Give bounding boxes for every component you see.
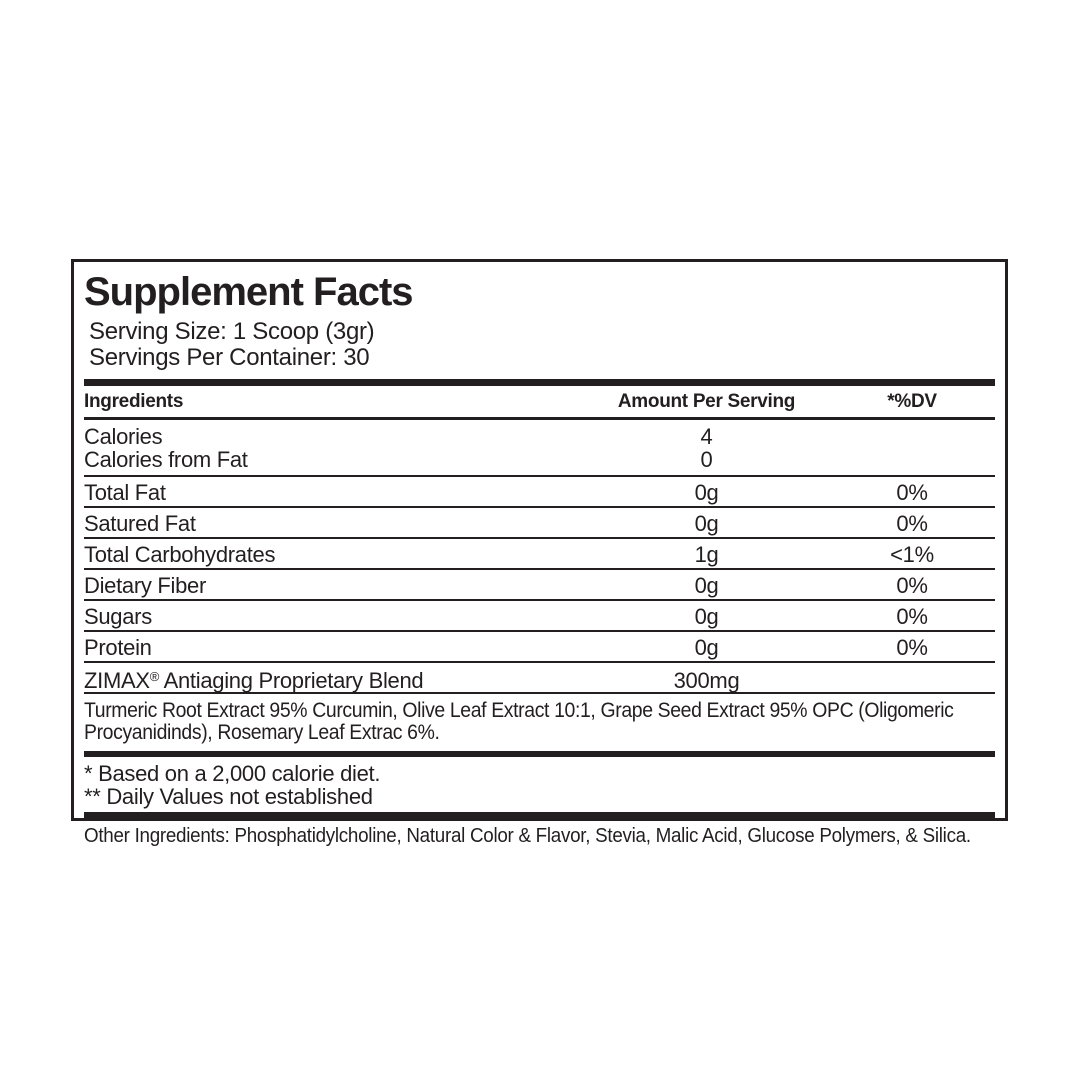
- row-dv: 0%: [896, 604, 928, 629]
- table-row: Calories 4: [84, 425, 995, 448]
- calories-block: Calories 4 Calories from Fat 0: [84, 420, 995, 477]
- row-name: Total Fat: [84, 480, 166, 505]
- row-name: ZIMAX® Antiaging Proprietary Blend: [84, 663, 584, 694]
- table-row: Satured Fat 0g 0%: [84, 508, 995, 539]
- other-ingredients-text: Other Ingredients: Phosphatidylcholine, …: [84, 824, 971, 847]
- row-amount: 0g: [694, 573, 719, 598]
- row-name: Protein: [84, 635, 152, 660]
- blend-description: Turmeric Root Extract 95% Curcumin, Oliv…: [84, 699, 954, 744]
- table-row: Calories from Fat 0: [84, 448, 995, 471]
- row-dv: 0%: [896, 511, 928, 536]
- row-amount: 1g: [694, 542, 719, 567]
- row-dv: 0%: [896, 635, 928, 660]
- column-header-amount: Amount Per Serving: [617, 391, 796, 412]
- column-header-dv: *%DV: [887, 391, 937, 412]
- row-amount: 0g: [694, 480, 719, 505]
- table-row: Protein 0g 0%: [84, 632, 995, 663]
- blend-brand: ZIMAX: [84, 668, 150, 693]
- column-header-ingredients: Ingredients: [84, 391, 184, 412]
- footnote-daily-values: ** Daily Values not established: [84, 784, 373, 809]
- row-dv: <1%: [890, 542, 934, 567]
- table-header-row: Ingredients Amount Per Serving *%DV: [84, 386, 995, 420]
- row-name: Calories: [84, 424, 163, 449]
- row-name: Dietary Fiber: [84, 573, 207, 598]
- divider-thick-top: [84, 379, 995, 386]
- panel-title: Supplement Facts: [84, 270, 414, 314]
- row-amount: 300mg: [673, 668, 740, 693]
- divider-thick-other-ingredients: [84, 812, 995, 818]
- row-name: Calories from Fat: [84, 447, 248, 472]
- row-amount: 0: [700, 447, 713, 472]
- table-row: Total Fat 0g 0%: [84, 477, 995, 508]
- serving-size-text: Serving Size: 1 Scoop (3gr): [89, 318, 375, 345]
- footnote-calorie-diet: * Based on a 2,000 calorie diet.: [84, 761, 381, 786]
- serving-info: Serving Size: 1 Scoop (3gr) Servings Per…: [84, 319, 995, 371]
- row-amount: 4: [700, 424, 713, 449]
- table-row: Sugars 0g 0%: [84, 601, 995, 632]
- blend-name-rest: Antiaging Proprietary Blend: [159, 668, 424, 693]
- row-amount: 0g: [694, 635, 719, 660]
- table-row: Dietary Fiber 0g 0%: [84, 570, 995, 601]
- row-name: Sugars: [84, 604, 152, 629]
- row-name: Total Carbohydrates: [84, 542, 276, 567]
- footnotes-block: * Based on a 2,000 calorie diet. ** Dail…: [84, 757, 995, 812]
- registered-trademark-symbol: ®: [149, 669, 160, 684]
- spacer: [84, 744, 995, 751]
- servings-per-container-text: Servings Per Container: 30: [89, 344, 370, 371]
- row-amount: 0g: [694, 604, 719, 629]
- row-amount: 0g: [694, 511, 719, 536]
- row-name: Satured Fat: [84, 511, 196, 536]
- row-dv: 0%: [896, 573, 928, 598]
- table-row: Total Carbohydrates 1g <1%: [84, 539, 995, 570]
- proprietary-blend-row: ZIMAX® Antiaging Proprietary Blend 300mg: [84, 663, 995, 694]
- supplement-facts-panel: Supplement Facts Serving Size: 1 Scoop (…: [71, 259, 1008, 847]
- row-dv: 0%: [896, 480, 928, 505]
- divider-thick-footnotes: [84, 751, 995, 757]
